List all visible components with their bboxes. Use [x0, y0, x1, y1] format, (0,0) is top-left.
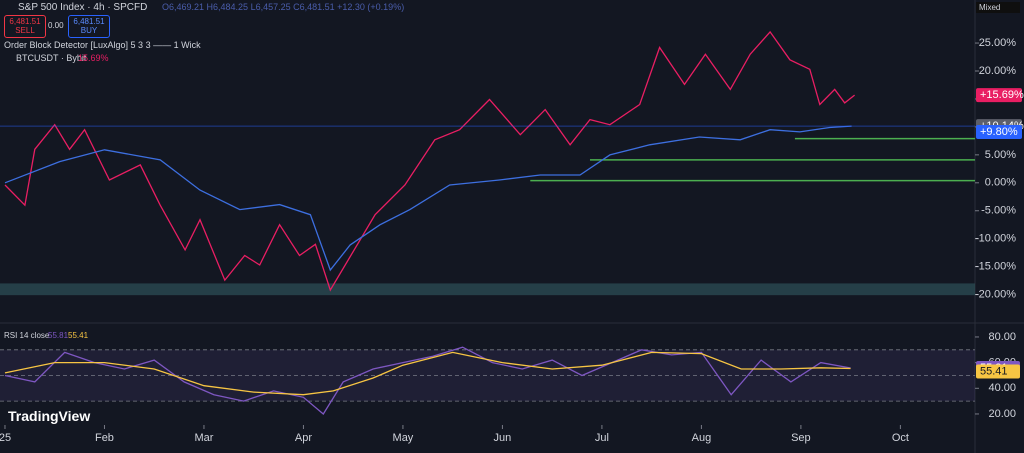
compare-change: 15.69% [78, 53, 109, 63]
rsi-title: RSI 14 close [4, 331, 50, 340]
x-tick-label: Aug [692, 432, 712, 444]
rsi-ma-value: 55.41 [68, 331, 89, 340]
y-tick-label: 25.00% [979, 37, 1017, 49]
series-line [4, 346, 851, 415]
y-tick-label: -5.00% [981, 205, 1016, 217]
spread: 0.00 [48, 21, 64, 30]
series-line [4, 351, 851, 396]
price-label-box [976, 125, 1022, 140]
x-tick-label: May [393, 432, 414, 444]
buy-label: BUY [80, 26, 98, 35]
logo[interactable]: TradingView [8, 408, 91, 424]
x-tick-label: Mar [194, 432, 213, 444]
ohlc: O6,469.21 H6,484.25 L6,457.25 C6,481.51 … [162, 2, 405, 12]
series-line [4, 125, 852, 272]
x-tick-label: Apr [295, 432, 312, 444]
plot-background [0, 0, 975, 425]
indicator: Order Block Detector [LuxAlgo] 5 3 3 —— … [4, 40, 201, 50]
x-tick-label: 25 [0, 432, 11, 444]
price-label: +9.80% [980, 126, 1018, 138]
y-tick-label: -15.00% [975, 261, 1016, 273]
y-tick-label: 20.00% [979, 65, 1017, 77]
buy-price: 6,481.51 [73, 17, 105, 26]
buy-button[interactable]: 6,481.51 BUY [68, 15, 110, 38]
compare-name: BTCUSDT · Bybit [16, 53, 87, 63]
x-tick-label: Jun [494, 432, 512, 444]
sell-label: SELL [15, 26, 35, 35]
y-tick-label: 20.00 [988, 408, 1016, 420]
x-tick-label: Feb [95, 432, 114, 444]
value-label-box [976, 364, 1020, 379]
value-label: 55.41 [980, 365, 1008, 377]
y-tick-label: 80.00 [988, 331, 1016, 343]
price-label: +15.69% [980, 89, 1024, 101]
x-tick-label: Jul [595, 432, 609, 444]
y-tick-label: -10.00% [975, 233, 1016, 245]
scale-mode[interactable]: Mixed [976, 2, 1020, 13]
series-line [4, 30, 856, 292]
sell-button[interactable]: 6,481.51 SELL [4, 15, 46, 38]
y-tick-label: 5.00% [985, 149, 1016, 161]
price-label-box [976, 88, 1022, 103]
x-tick-label: Oct [892, 432, 909, 444]
symbol: S&P 500 Index · 4h · SPCFD [18, 2, 148, 13]
y-tick-label: 0.00% [985, 177, 1016, 189]
x-tick-label: Sep [791, 432, 811, 444]
sell-price: 6,481.51 [9, 17, 41, 26]
rsi-value: 55.81 [48, 331, 69, 340]
order-block-zone [0, 283, 975, 296]
y-tick-label: -20.00% [975, 289, 1016, 301]
y-tick-label: 40.00 [988, 382, 1016, 394]
